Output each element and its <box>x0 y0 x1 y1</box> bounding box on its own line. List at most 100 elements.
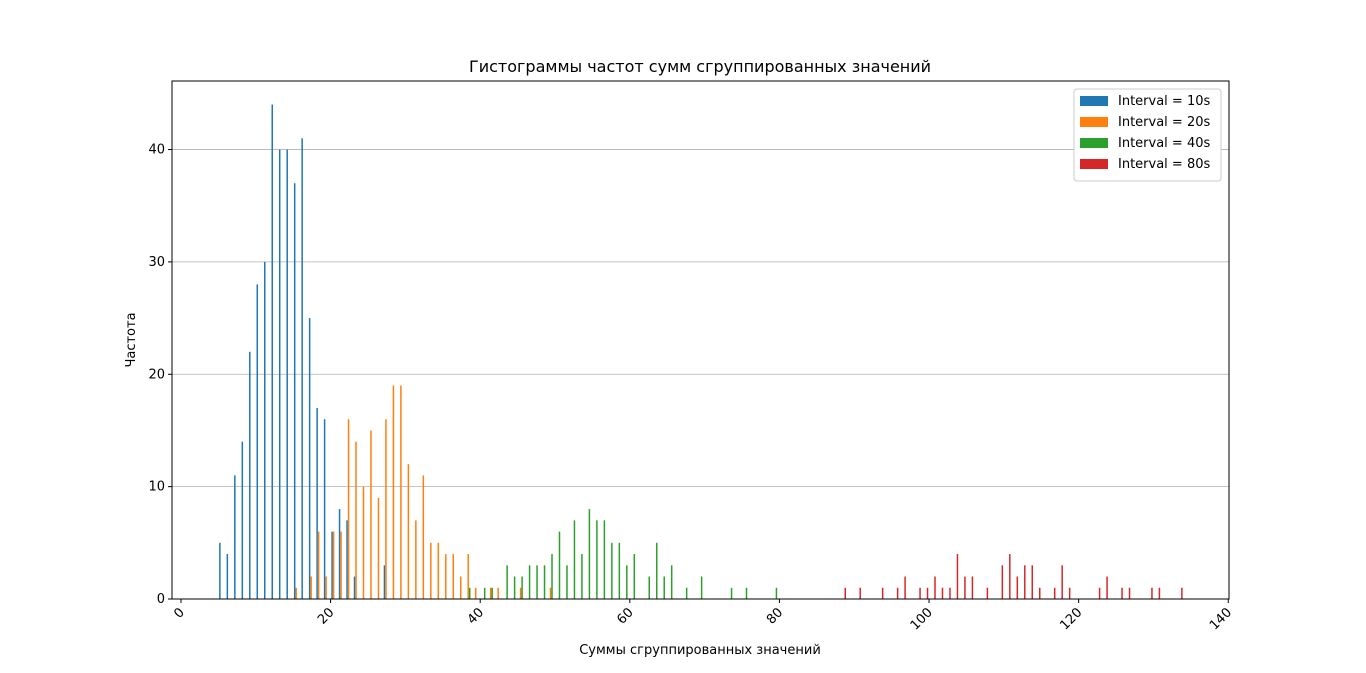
bar <box>745 587 748 599</box>
bar <box>295 587 297 599</box>
bar <box>317 531 320 599</box>
x-tick-label: 140 <box>1207 605 1235 633</box>
bar <box>407 464 410 599</box>
y-tick-label: 20 <box>148 367 165 382</box>
bar <box>519 587 522 599</box>
y-axis-label: Частота <box>124 312 139 367</box>
y-tick-label: 0 <box>157 592 165 607</box>
legend-swatch <box>1080 138 1108 148</box>
bar <box>430 542 432 599</box>
bar <box>603 520 606 599</box>
legend: Interval = 10s Interval = 20s Interval = 4… <box>1073 88 1222 182</box>
bar <box>528 565 531 599</box>
x-tick-label: 40 <box>465 605 487 627</box>
bar <box>1031 565 1034 599</box>
bar <box>332 531 335 599</box>
bar <box>460 576 462 599</box>
bar <box>497 587 499 599</box>
bar <box>310 576 312 599</box>
y-tick-label: 10 <box>148 480 165 495</box>
legend-box <box>1073 88 1222 182</box>
bar <box>1128 587 1131 599</box>
legend-swatch <box>1080 117 1108 127</box>
bar <box>956 554 959 599</box>
bar <box>949 587 951 599</box>
bar <box>506 565 508 599</box>
legend-label: Interval = 80s <box>1118 157 1210 172</box>
bar <box>896 587 899 599</box>
bar <box>347 419 350 599</box>
bar <box>618 542 621 599</box>
bar <box>904 576 906 599</box>
bar <box>323 419 326 599</box>
bar <box>286 149 288 599</box>
bar <box>316 407 318 599</box>
bar <box>543 565 546 599</box>
bar <box>362 486 365 599</box>
bar <box>700 576 703 599</box>
bar <box>325 576 327 599</box>
x-tick-label: 100 <box>908 605 936 633</box>
bar <box>249 351 251 599</box>
bar <box>377 497 380 599</box>
bar <box>219 542 221 599</box>
bar <box>452 554 455 599</box>
bar <box>383 565 386 599</box>
bar <box>278 149 281 599</box>
bar <box>633 554 636 599</box>
y-tick-label: 30 <box>148 255 165 270</box>
x-tick-label: 120 <box>1057 605 1085 633</box>
bar <box>370 430 372 599</box>
bar <box>437 542 440 599</box>
bar <box>941 587 944 599</box>
bar <box>926 587 929 599</box>
bar <box>400 385 402 599</box>
y-tick-label: 40 <box>148 143 165 158</box>
bar <box>468 587 471 599</box>
bar <box>1121 587 1123 599</box>
chart-title: Гистограммы частот сумм сгруппированных … <box>469 57 931 76</box>
x-tick-label: 80 <box>764 605 786 627</box>
bar <box>685 587 688 599</box>
bar <box>445 554 447 599</box>
bar <box>474 587 477 599</box>
bar <box>558 531 561 599</box>
bar <box>467 554 469 599</box>
bar <box>353 576 356 599</box>
bar <box>264 261 266 599</box>
bar <box>670 565 673 599</box>
bar <box>521 576 523 599</box>
bar <box>844 587 846 599</box>
bar <box>1053 587 1056 599</box>
x-tick-label: 60 <box>614 605 636 627</box>
bar <box>271 104 273 599</box>
bar <box>964 576 966 599</box>
bar <box>489 587 492 599</box>
bar <box>256 284 259 599</box>
bar <box>549 587 552 599</box>
bar <box>611 542 613 599</box>
bar <box>338 509 341 599</box>
bar <box>293 183 296 599</box>
bar <box>581 554 583 599</box>
bar <box>308 318 311 599</box>
bar <box>934 576 936 599</box>
bar <box>566 565 568 599</box>
bar <box>1024 565 1026 599</box>
bar <box>346 520 348 599</box>
bar <box>596 520 598 599</box>
legend-label: Interval = 10s <box>1118 94 1210 109</box>
x-tick-label: 0 <box>171 605 187 621</box>
bar <box>626 565 628 599</box>
legend-swatch <box>1080 159 1108 169</box>
bar <box>355 441 357 599</box>
bar <box>491 587 493 599</box>
bar <box>730 587 733 599</box>
bar <box>971 576 974 599</box>
bar <box>881 587 884 599</box>
bar <box>1106 576 1108 599</box>
x-axis-label: Суммы сгруппированных значений <box>579 643 821 658</box>
legend-label: Interval = 40s <box>1118 136 1210 151</box>
bar <box>1181 587 1183 599</box>
